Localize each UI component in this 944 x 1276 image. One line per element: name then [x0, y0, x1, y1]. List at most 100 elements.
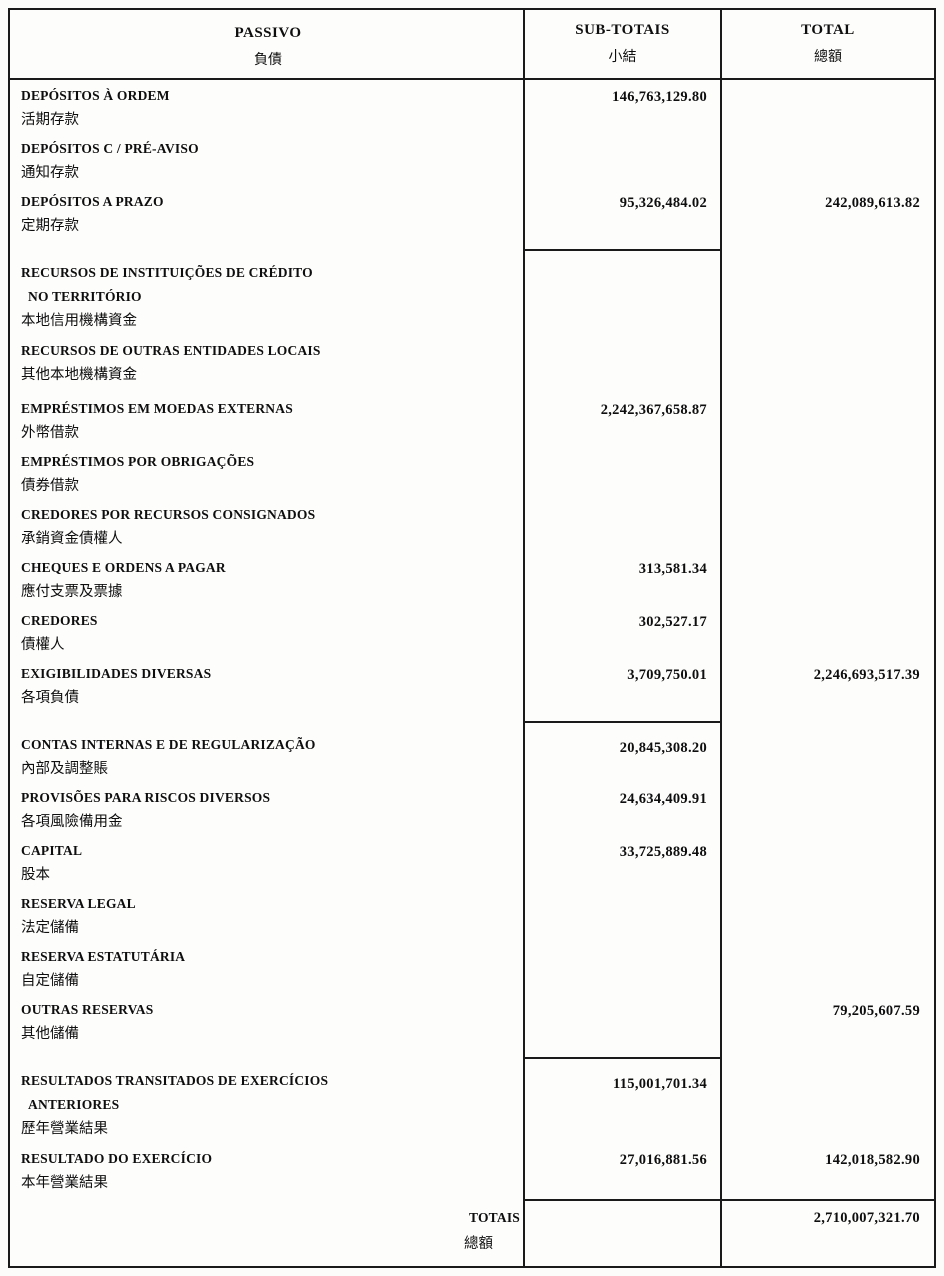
totals-label-zh: 總額	[464, 1236, 493, 1252]
subtotal-value	[525, 941, 722, 994]
table-row: RECURSOS DE OUTRAS ENTIDADES LOCAIS 其他本地機…	[10, 335, 934, 393]
table-header-row: PASSIVO 負債 SUB-TOTAIS 小結 TOTAL 總額	[10, 10, 934, 80]
row-label-zh: 承銷資金債權人	[21, 531, 123, 547]
table-row: CONTAS INTERNAS E DE REGULARIZAÇÃO 內部及調整賬…	[10, 721, 934, 782]
row-label-pt: EMPRÉSTIMOS EM MOEDAS EXTERNAS	[21, 401, 293, 416]
total-value	[722, 835, 934, 888]
row-label-zh: 法定儲備	[21, 920, 79, 936]
subtotal-value: 146,763,129.80	[525, 80, 722, 133]
header-subtotais-zh: 小結	[608, 50, 637, 65]
subtotal-value	[525, 446, 722, 499]
subtotal-value: 313,581.34	[525, 552, 722, 605]
row-label-zh: 自定儲備	[21, 973, 79, 989]
subtotal-value: 20,845,308.20	[525, 721, 722, 782]
row-label-zh: 內部及調整賬	[21, 761, 108, 777]
row-label-pt: CREDORES	[21, 613, 98, 628]
row-label-zh: 本地信用機構資金	[21, 313, 137, 329]
subtotal-value	[525, 994, 722, 1057]
subtotal-value	[525, 335, 722, 393]
table-row: RECURSOS DE INSTITUIÇÕES DE CRÉDITO NO T…	[10, 249, 934, 335]
row-label-pt: RESULTADOS TRANSITADOS DE EXERCÍCIOS	[21, 1073, 329, 1088]
header-total: TOTAL 總額	[722, 10, 934, 78]
total-value: 2,246,693,517.39	[813, 667, 920, 683]
row-label-zh: 歷年營業結果	[21, 1121, 108, 1137]
row-label-pt: RECURSOS DE INSTITUIÇÕES DE CRÉDITO	[21, 265, 313, 280]
subtotal-value: 2,242,367,658.87	[525, 393, 722, 446]
row-label-pt: RESERVA ESTATUTÁRIA	[21, 949, 186, 964]
row-label-zh: 各項風險備用金	[21, 814, 123, 830]
total-value	[722, 721, 934, 782]
row-label-pt: CAPITAL	[21, 843, 83, 858]
row-label-zh: 債權人	[21, 637, 65, 653]
table-row: DEPÓSITOS C / PRÉ-AVISO 通知存款	[10, 133, 934, 186]
total-value	[722, 552, 934, 605]
total-value	[722, 446, 934, 499]
row-label-pt: RESULTADO DO EXERCÍCIO	[21, 1151, 213, 1166]
row-label-pt: EXIGIBILIDADES DIVERSAS	[21, 666, 212, 681]
liabilities-balance-table: PASSIVO 負債 SUB-TOTAIS 小結 TOTAL 總額 DEPÓSI…	[8, 8, 936, 1268]
row-label-zh: 通知存款	[21, 165, 79, 181]
table-row: CREDORES 債權人 302,527.17	[10, 605, 934, 658]
row-label-pt: OUTRAS RESERVAS	[21, 1002, 154, 1017]
total-value	[722, 1057, 934, 1143]
table-row: PROVISÕES PARA RISCOS DIVERSOS 各項風險備用金 24…	[10, 782, 934, 835]
row-label-pt: PROVISÕES PARA RISCOS DIVERSOS	[21, 790, 271, 805]
table-row: EMPRÉSTIMOS POR OBRIGAÇÕES 債券借款	[10, 446, 934, 499]
table-row: RESERVA ESTATUTÁRIA 自定儲備	[10, 941, 934, 994]
totals-row: TOTAIS 總額 2,710,007,321.70	[10, 1199, 934, 1266]
row-label-zh: 債券借款	[21, 478, 79, 494]
total-value: 79,205,607.59	[832, 1003, 920, 1019]
subtotal-value: 95,326,484.02	[525, 186, 722, 249]
row-label-pt: RECURSOS DE OUTRAS ENTIDADES LOCAIS	[21, 343, 321, 358]
total-value	[722, 335, 934, 393]
row-label-pt: DEPÓSITOS A PRAZO	[21, 194, 164, 209]
row-label-pt: RESERVA LEGAL	[21, 896, 136, 911]
table-row: CHEQUES E ORDENS A PAGAR 應付支票及票據 313,581.…	[10, 552, 934, 605]
subtotal-value	[525, 888, 722, 941]
header-passivo-pt: PASSIVO	[234, 25, 302, 41]
row-label-zh: 股本	[21, 867, 50, 883]
table-row: OUTRAS RESERVAS 其他儲備 79,205,607.59	[10, 994, 934, 1057]
row-label-zh: 各項負債	[21, 690, 79, 706]
header-passivo-zh: 負債	[254, 53, 282, 68]
row-label-pt: CREDORES POR RECURSOS CONSIGNADOS	[21, 507, 316, 522]
table-row: EXIGIBILIDADES DIVERSAS 各項負債 3,709,750.01…	[10, 658, 934, 721]
subtotal-value	[525, 249, 722, 335]
total-value	[722, 249, 934, 335]
total-value: 242,089,613.82	[825, 195, 920, 211]
subtotal-value	[525, 499, 722, 552]
header-total-zh: 總額	[814, 50, 842, 65]
total-value	[722, 941, 934, 994]
total-value	[722, 133, 934, 186]
total-value	[722, 80, 934, 133]
subtotal-value: 27,016,881.56	[525, 1143, 722, 1199]
totals-subtotal-cell	[525, 1199, 722, 1266]
row-label-zh: 活期存款	[21, 112, 79, 128]
row-label-pt: CONTAS INTERNAS E DE REGULARIZAÇÃO	[21, 737, 316, 752]
row-label-pt-line2: NO TERRITÓRIO	[28, 289, 142, 304]
total-value: 142,018,582.90	[825, 1152, 920, 1168]
total-value	[722, 499, 934, 552]
subtotal-value: 115,001,701.34	[525, 1057, 722, 1143]
subtotal-value: 302,527.17	[525, 605, 722, 658]
row-label-pt: EMPRÉSTIMOS POR OBRIGAÇÕES	[21, 454, 255, 469]
totals-label-pt: TOTAIS	[469, 1210, 520, 1225]
row-label-zh: 應付支票及票據	[21, 584, 123, 600]
row-label-zh: 外幣借款	[21, 425, 79, 441]
header-subtotais: SUB-TOTAIS 小結	[525, 10, 722, 78]
header-passivo: PASSIVO 負債	[10, 10, 525, 78]
subtotal-value: 3,709,750.01	[525, 658, 722, 721]
row-label-pt: DEPÓSITOS C / PRÉ-AVISO	[21, 141, 199, 156]
row-label-zh: 其他本地機構資金	[21, 367, 137, 383]
subtotal-value	[525, 133, 722, 186]
row-label-pt: CHEQUES E ORDENS A PAGAR	[21, 560, 226, 575]
total-value	[722, 782, 934, 835]
total-value	[722, 393, 934, 446]
table-row: RESULTADO DO EXERCÍCIO 本年營業結果 27,016,881.…	[10, 1143, 934, 1199]
header-total-pt: TOTAL	[801, 22, 855, 38]
row-label-zh: 定期存款	[21, 218, 79, 234]
table-row: RESULTADOS TRANSITADOS DE EXERCÍCIOS ANT…	[10, 1057, 934, 1143]
subtotal-value: 24,634,409.91	[525, 782, 722, 835]
total-value	[722, 605, 934, 658]
row-label-pt: DEPÓSITOS À ORDEM	[21, 88, 170, 103]
